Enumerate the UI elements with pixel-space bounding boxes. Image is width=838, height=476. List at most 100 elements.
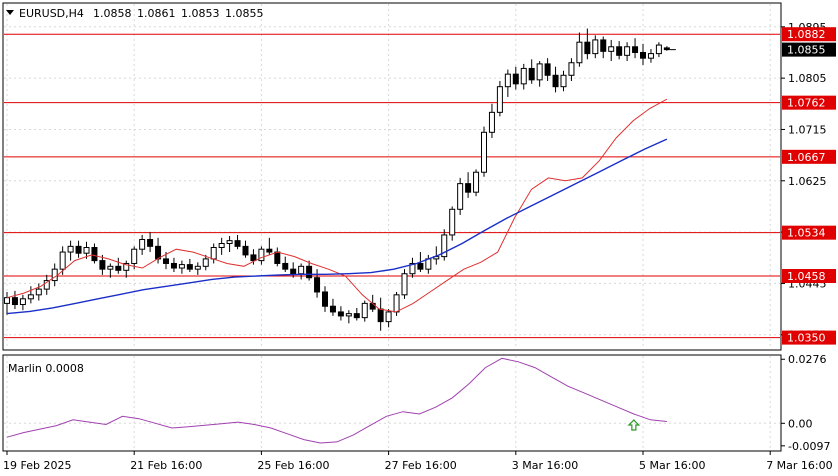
candle	[43, 274, 50, 295]
time-axis: 19 Feb 2025 21 Feb 16:00 25 Feb 16:00 27 Fe…	[3, 450, 833, 472]
candle	[234, 234, 241, 250]
candle	[91, 243, 98, 264]
level-label-box	[782, 269, 836, 284]
bull-candle-body	[592, 39, 599, 55]
bull-candle-body	[178, 264, 185, 269]
dropdown-triangle-icon[interactable]	[6, 10, 14, 15]
candle	[242, 240, 249, 258]
level-label-box	[782, 330, 836, 345]
bull-candle-body	[139, 239, 146, 250]
osc-tick-label: -0.0097	[788, 440, 830, 453]
candle	[393, 291, 400, 316]
fast-moving-average-line	[6, 98, 668, 313]
bear-candle-body	[170, 262, 177, 269]
candle	[465, 172, 472, 198]
bear-candle-body	[377, 308, 384, 323]
candle	[353, 307, 360, 321]
candle	[59, 246, 66, 275]
bull-candle-body	[4, 297, 10, 304]
bull-candle-body	[401, 273, 408, 296]
candle	[11, 290, 18, 310]
candle	[226, 236, 233, 253]
level-label: 1.0667	[787, 151, 826, 164]
candle	[19, 294, 26, 311]
candle	[186, 258, 193, 273]
candle	[115, 257, 122, 274]
candle	[83, 241, 90, 259]
candle	[27, 286, 34, 304]
bear-candle-body	[465, 183, 472, 193]
bull-candle-body	[536, 63, 543, 81]
bear-candle-body	[663, 47, 670, 51]
level-label: 1.0350	[787, 332, 826, 345]
candle	[496, 80, 503, 117]
candle	[512, 66, 519, 90]
level-label: 1.0762	[787, 97, 826, 110]
candle	[194, 262, 201, 275]
candle	[544, 58, 551, 81]
slow-moving-average-line	[6, 138, 668, 315]
candle	[624, 42, 631, 62]
level-label: 1.0882	[787, 28, 826, 41]
bull-candle-body	[107, 265, 114, 270]
bear-candle-body	[616, 46, 623, 56]
bull-candle-body	[51, 268, 58, 282]
bear-candle-body	[11, 297, 18, 306]
candle	[457, 177, 464, 215]
bear-candle-body	[250, 254, 257, 262]
candle	[99, 254, 106, 275]
candle	[592, 35, 599, 59]
time-tick-label: 27 Feb 16:00	[385, 459, 457, 472]
bear-candle-body	[234, 240, 241, 247]
bull-candle-body	[504, 73, 511, 88]
level-label: 1.0534	[787, 227, 826, 240]
candle	[568, 58, 575, 81]
price-tick-label: 1.0715	[788, 123, 827, 136]
bull-candle-body	[520, 67, 527, 85]
candle	[647, 49, 654, 63]
candle	[449, 206, 456, 241]
bull-candle-body	[576, 41, 583, 64]
bull-candle-body	[361, 302, 368, 319]
candle	[536, 61, 543, 87]
bull-candle-body	[202, 258, 209, 267]
candle	[282, 256, 289, 273]
candle	[306, 260, 313, 281]
bull-candle-body	[19, 298, 26, 306]
time-tick-label: 3 Mar 16:00	[512, 459, 578, 472]
bull-candle-body	[655, 44, 662, 55]
candle	[123, 260, 130, 278]
bull-candle-body	[194, 265, 201, 270]
candle	[655, 42, 662, 58]
bear-candle-body	[337, 311, 344, 317]
candle	[147, 232, 154, 253]
candle	[608, 39, 615, 62]
price-grid	[4, 4, 780, 349]
bull-candle-body	[473, 171, 480, 193]
symbol-label: EURUSD,H4	[19, 7, 84, 20]
time-tick-label: 19 Feb 2025	[3, 459, 71, 472]
bull-candle-body	[258, 248, 265, 262]
candle	[409, 257, 416, 278]
candle	[663, 46, 670, 51]
candle	[385, 309, 392, 328]
oscillator-title: Marlin 0.0008	[8, 362, 84, 375]
osc-tick-label: 0.0276	[788, 353, 827, 366]
bear-candle-body	[584, 41, 591, 55]
candle	[266, 237, 273, 255]
bull-candle-body	[210, 246, 217, 260]
candle	[640, 43, 646, 66]
bear-candle-body	[322, 291, 328, 307]
level-label-box	[782, 27, 836, 42]
bull-candle-body	[441, 234, 448, 258]
candle	[584, 28, 591, 60]
price-tick-label: 1.0625	[788, 175, 827, 188]
level-label-box	[782, 95, 836, 110]
bear-candle-body	[266, 248, 273, 253]
bull-candle-body	[481, 131, 487, 173]
bear-candle-body	[632, 46, 639, 53]
bull-candle-body	[59, 251, 66, 270]
bull-candle-body	[345, 313, 352, 317]
time-tick-label: 5 Mar 16:00	[639, 459, 705, 472]
